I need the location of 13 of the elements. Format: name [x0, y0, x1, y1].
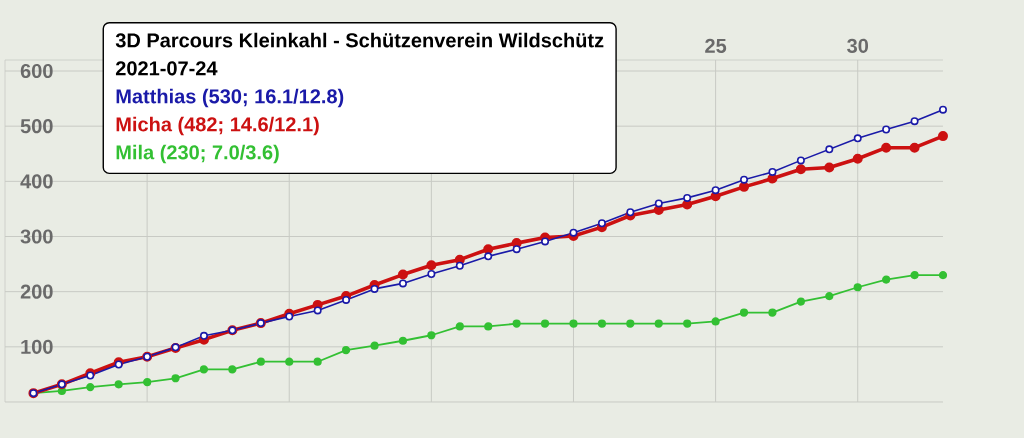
text: Micha (482; 14.6/12.1) [116, 116, 319, 136]
x-tick-label: 30 [847, 38, 869, 53]
y-tick-label: 100 [21, 339, 53, 354]
text: Mila (230; 7.0/3.6) [116, 144, 279, 164]
text: Matthias (530; 16.1/12.8) [116, 88, 344, 108]
x-tick-label: 25 [705, 38, 727, 53]
chart-title: 3D Parcours Kleinkahl - Schützenverein Wildschütz [115, 32, 604, 48]
y-tick-label: 400 [20, 174, 53, 189]
y-tick-label: 500 [20, 119, 53, 134]
y-tick-label: 600 [20, 63, 53, 79]
y-tick-label: 200 [20, 284, 53, 299]
chart-subtitle: 2021-07-24 [115, 61, 218, 76]
y-tick-label: 300 [20, 229, 53, 244]
